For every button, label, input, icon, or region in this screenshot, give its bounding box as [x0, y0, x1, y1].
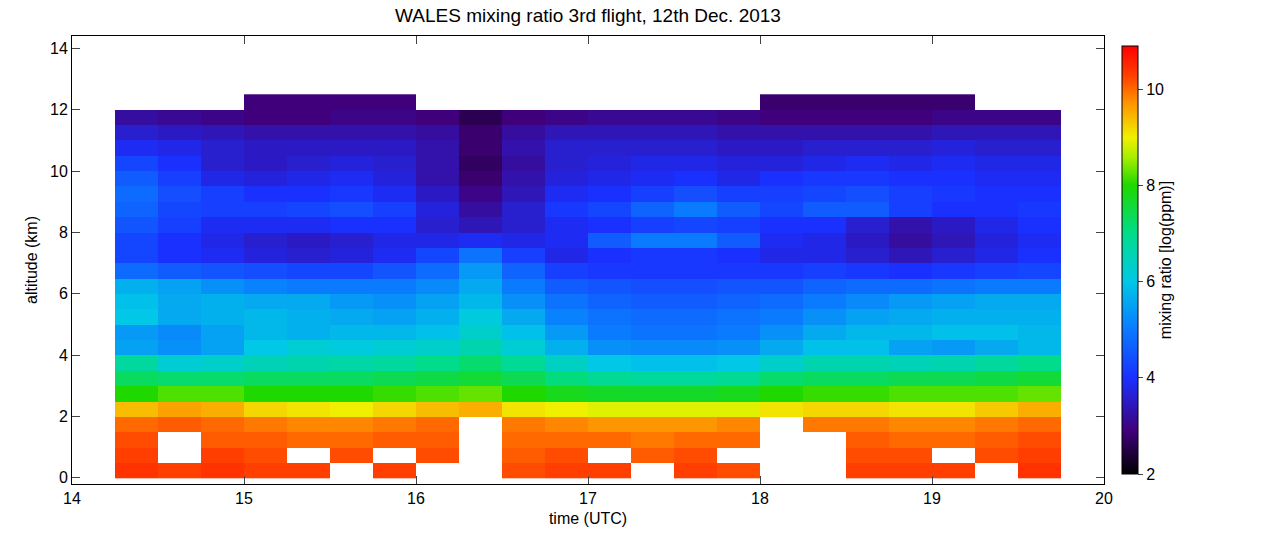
svg-text:19: 19	[923, 490, 941, 507]
svg-text:14: 14	[50, 40, 68, 57]
svg-text:17: 17	[579, 490, 597, 507]
svg-text:10: 10	[50, 163, 68, 180]
svg-text:18: 18	[751, 490, 769, 507]
svg-text:8: 8	[59, 224, 68, 241]
svg-text:time (UTC): time (UTC)	[549, 510, 627, 527]
svg-text:2: 2	[1146, 466, 1155, 483]
svg-text:6: 6	[59, 285, 68, 302]
svg-text:2: 2	[59, 408, 68, 425]
svg-text:12: 12	[50, 101, 68, 118]
svg-text:8: 8	[1146, 177, 1155, 194]
svg-text:WALES mixing ratio 3rd flight,: WALES mixing ratio 3rd flight, 12th Dec.…	[395, 5, 781, 26]
svg-text:6: 6	[1146, 273, 1155, 290]
svg-text:10: 10	[1146, 81, 1164, 98]
svg-text:0: 0	[59, 469, 68, 486]
svg-text:4: 4	[1146, 369, 1155, 386]
svg-text:20: 20	[1095, 490, 1113, 507]
svg-text:16: 16	[407, 490, 425, 507]
svg-text:4: 4	[59, 347, 68, 364]
svg-text:15: 15	[235, 490, 253, 507]
svg-text:altitude (km): altitude (km)	[23, 216, 40, 304]
svg-text:mixing ratio [log(ppm)]: mixing ratio [log(ppm)]	[1157, 181, 1174, 339]
svg-text:14: 14	[63, 490, 81, 507]
